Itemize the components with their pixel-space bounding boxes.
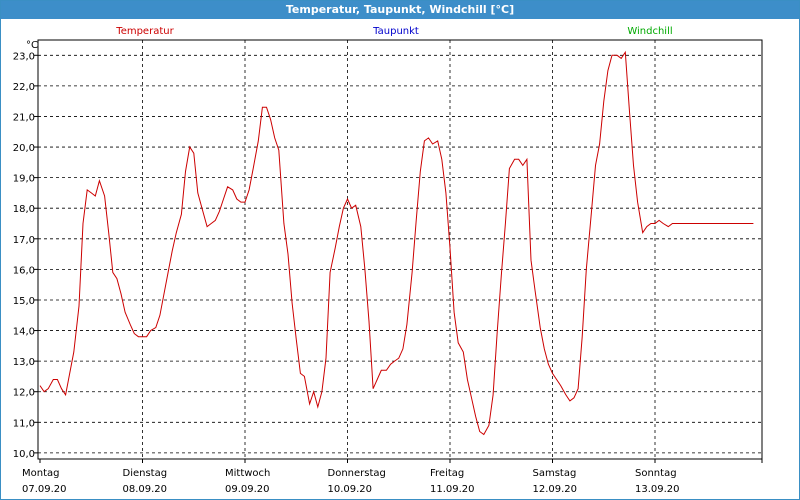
x-tick-date: 07.09.20	[22, 484, 67, 495]
series-line-temperatur	[39, 50, 754, 436]
x-tick-date: 13.09.20	[635, 484, 680, 495]
legend-item-windchill: Windchill	[627, 26, 672, 37]
x-tick-date: 11.09.20	[430, 484, 475, 495]
x-tick-day: Dienstag	[123, 468, 168, 479]
y-tick-label: 15,0	[13, 296, 35, 307]
x-tick-day: Samstag	[533, 468, 577, 479]
x-axis: Montag 07.09.20 Dienstag 08.09.20 Mittwoch 09…	[22, 459, 763, 495]
x-tick-day: Montag	[22, 468, 59, 479]
x-tick-date: 08.09.20	[123, 484, 168, 495]
plot-frame	[37, 39, 763, 460]
legend-item-temperatur: Temperatur	[115, 26, 174, 37]
y-tick-label: 12,0	[13, 388, 35, 399]
x-tick-day: Freitag	[430, 468, 464, 479]
window-title: Temperatur, Taupunkt, Windchill [°C]	[1, 1, 799, 19]
y-tick-label: 16,0	[13, 265, 35, 276]
x-tick-day: Donnerstag	[328, 468, 386, 479]
unit-label: °C	[26, 40, 38, 51]
y-tick-label: 23,0	[13, 51, 35, 62]
x-tick-day: Sonntag	[635, 468, 677, 479]
x-tick-date: 12.09.20	[533, 484, 578, 495]
y-tick-label: 20,0	[13, 143, 35, 154]
y-tick-label: 11,0	[13, 418, 35, 429]
y-tick-label: 10,0	[13, 449, 35, 460]
y-tick-label: 22,0	[13, 82, 35, 93]
y-tick-label: 14,0	[13, 327, 35, 338]
x-tick-date: 10.09.20	[328, 484, 373, 495]
legend: Temperatur Taupunkt Windchill	[115, 26, 672, 37]
y-axis: 10,0 11,0 12,0 13,0 14,0 15,0 16,0 17,0 18,0 19,0…	[13, 51, 38, 460]
y-tick-label: 13,0	[13, 357, 35, 368]
series-group	[39, 50, 754, 436]
legend-item-taupunkt: Taupunkt	[372, 26, 419, 37]
x-tick-date: 09.09.20	[225, 484, 270, 495]
y-tick-label: 21,0	[13, 112, 35, 123]
y-tick-label: 17,0	[13, 235, 35, 246]
y-tick-label: 19,0	[13, 174, 35, 185]
grid	[38, 40, 762, 459]
x-tick-day: Mittwoch	[225, 468, 270, 479]
y-tick-label: 18,0	[13, 204, 35, 215]
